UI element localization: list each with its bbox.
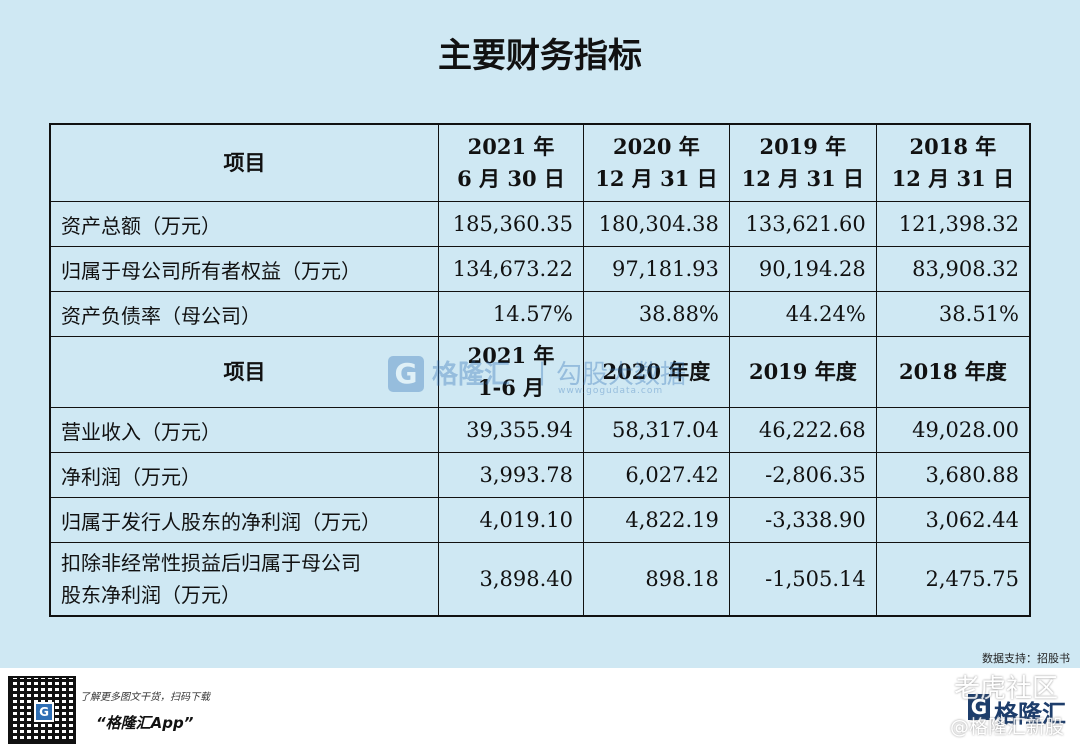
download-promo: 了解更多图文干货，扫码下载 <box>80 692 210 703</box>
qr-code-icon[interactable]: G <box>8 676 76 744</box>
header-cell: 项目 <box>49 123 440 202</box>
cell-value: 46,222.68 <box>728 407 877 453</box>
qr-logo-icon: G <box>34 702 54 722</box>
table-row: 营业收入（万元） 39,355.94 58,317.04 46,222.68 4… <box>49 407 1031 453</box>
header-cell: 2020 年度 <box>582 336 730 408</box>
cell-value: 4,822.19 <box>582 497 730 543</box>
table-header-row: 项目 2021 年 1-6 月 2020 年度 2019 年度 2018 年度 <box>49 336 1031 408</box>
table-row: 归属于母公司所有者权益（万元） 134,673.22 97,181.93 90,… <box>49 246 1031 292</box>
table-row: 资产负债率（母公司） 14.57% 38.88% 44.24% 38.51% <box>49 291 1031 337</box>
cell-value: 4,019.10 <box>438 497 584 543</box>
row-label-text: 扣除非经常性损益后归属于母公司 股东净利润（万元） <box>61 551 361 607</box>
row-label: 资产负债率（母公司） <box>49 291 440 337</box>
cell-value: 58,317.04 <box>582 407 730 453</box>
row-label: 扣除非经常性损益后归属于母公司 股东净利润（万元） <box>49 542 440 617</box>
header-cell: 2019 年 12 月 31 日 <box>728 123 877 202</box>
gelonghui-brand-icon: G <box>968 694 990 720</box>
cell-value: 90,194.28 <box>728 246 877 292</box>
header-cell: 2019 年度 <box>728 336 877 408</box>
cell-value: 3,062.44 <box>875 497 1031 543</box>
row-label: 归属于母公司所有者权益（万元） <box>49 246 440 292</box>
header-cell: 2018 年 12 月 31 日 <box>875 123 1031 202</box>
page-title: 主要财务指标 <box>438 36 642 76</box>
table-row: 净利润（万元） 3,993.78 6,027.42 -2,806.35 3,68… <box>49 452 1031 498</box>
cell-value: -2,806.35 <box>728 452 877 498</box>
cell-value: 49,028.00 <box>875 407 1031 453</box>
cell-value: 180,304.38 <box>582 201 730 247</box>
cell-value: 121,398.32 <box>875 201 1031 247</box>
data-source-note: 数据支持：招股书 <box>982 652 1070 665</box>
cell-value: 44.24% <box>728 291 877 337</box>
cell-value: 133,621.60 <box>728 201 877 247</box>
cell-value: -3,338.90 <box>728 497 877 543</box>
cell-value: 83,908.32 <box>875 246 1031 292</box>
app-name: “格隆汇App” <box>96 714 194 732</box>
table-row: 资产总额（万元） 185,360.35 180,304.38 133,621.6… <box>49 201 1031 247</box>
table-row: 扣除非经常性损益后归属于母公司 股东净利润（万元） 3,898.40 898.18… <box>49 542 1031 617</box>
cell-value: -1,505.14 <box>728 542 877 617</box>
header-year-line: 2021 年 1-6 月 <box>467 343 555 400</box>
row-label: 净利润（万元） <box>49 452 440 498</box>
cell-value: 6,027.42 <box>582 452 730 498</box>
row-label: 资产总额（万元） <box>49 201 440 247</box>
header-year-line: 2018 年 12 月 31 日 <box>891 134 1015 191</box>
cell-value: 38.51% <box>875 291 1031 337</box>
header-cell: 2021 年 1-6 月 <box>438 336 584 408</box>
cell-value: 898.18 <box>582 542 730 617</box>
cell-value: 39,355.94 <box>438 407 584 453</box>
header-year-line: 2019 年 12 月 31 日 <box>741 134 865 191</box>
cell-value: 2,475.75 <box>875 542 1031 617</box>
header-year-line: 2020 年 12 月 31 日 <box>595 134 718 191</box>
header-cell: 项目 <box>49 336 440 408</box>
row-label: 营业收入（万元） <box>49 407 440 453</box>
cell-value: 3,680.88 <box>875 452 1031 498</box>
cell-value: 134,673.22 <box>438 246 584 292</box>
footer-bar: G 了解更多图文干货，扫码下载 “格隆汇App” G 格隆汇 <box>0 668 1080 748</box>
footer-brand-text: 格隆汇 <box>994 700 1066 728</box>
community-watermark: 老虎社区 <box>953 674 1058 704</box>
cell-value: 97,181.93 <box>582 246 730 292</box>
table-row: 归属于发行人股东的净利润（万元） 4,019.10 4,822.19 -3,33… <box>49 497 1031 543</box>
cell-value: 3,993.78 <box>438 452 584 498</box>
header-cell: 2020 年 12 月 31 日 <box>582 123 730 202</box>
header-cell: 2018 年度 <box>875 336 1031 408</box>
footer-brand: G 格隆汇 <box>968 694 1066 729</box>
cell-value: 38.88% <box>582 291 730 337</box>
row-label: 归属于发行人股东的净利润（万元） <box>49 497 440 543</box>
cell-value: 3,898.40 <box>438 542 584 617</box>
cell-value: 185,360.35 <box>438 201 584 247</box>
author-watermark: @格隆汇新股 <box>949 716 1064 738</box>
cell-value: 14.57% <box>438 291 584 337</box>
